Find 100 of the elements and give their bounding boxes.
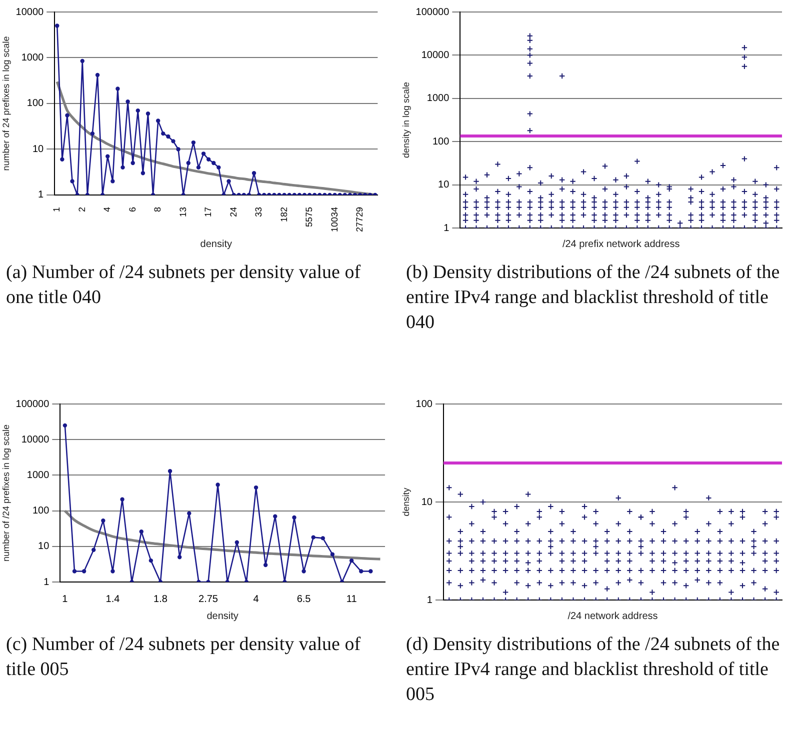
point: [491, 580, 498, 586]
point: [139, 530, 144, 534]
point: [615, 550, 622, 556]
point: [536, 580, 542, 586]
point: [615, 538, 622, 544]
point: [536, 514, 542, 520]
point: [548, 567, 554, 574]
point: [716, 550, 724, 556]
point: [525, 567, 532, 574]
point: [666, 212, 672, 218]
point: [623, 198, 630, 206]
point: [580, 191, 587, 198]
point: [672, 567, 678, 574]
point: [604, 586, 610, 592]
y-tick-label: 100: [26, 98, 44, 110]
point: [462, 217, 469, 224]
x-axis-title: /24 network address: [568, 610, 658, 622]
point: [694, 567, 700, 574]
point: [570, 217, 576, 224]
y-axis-title: density: [400, 487, 411, 516]
point: [739, 508, 746, 515]
point: [580, 204, 587, 210]
point: [728, 589, 734, 596]
point: [604, 550, 610, 556]
point: [688, 217, 694, 224]
point: [494, 212, 501, 218]
point: [649, 538, 656, 544]
point: [709, 212, 716, 218]
point: [602, 186, 608, 192]
point: [502, 508, 509, 515]
point: [698, 204, 705, 210]
point: [698, 174, 705, 180]
point: [762, 538, 768, 544]
point: [446, 514, 452, 520]
point: [672, 580, 678, 586]
point: [694, 558, 700, 564]
point: [526, 217, 533, 224]
point: [649, 520, 656, 527]
point: [728, 558, 734, 564]
point: [505, 217, 512, 224]
point: [604, 567, 610, 574]
point: [548, 538, 554, 544]
point: [591, 212, 598, 218]
point: [682, 558, 690, 564]
point: [558, 567, 566, 574]
y-tick-label: 100: [32, 506, 50, 517]
point: [148, 558, 154, 563]
point: [480, 538, 486, 544]
point: [514, 538, 520, 544]
point: [634, 217, 640, 224]
y-tick-label: 10: [38, 541, 50, 552]
point: [682, 508, 690, 515]
point: [480, 550, 486, 556]
point: [525, 520, 532, 527]
x-tick-label: 1: [62, 594, 68, 605]
point: [709, 191, 716, 198]
point: [752, 212, 758, 218]
point: [774, 186, 780, 192]
point: [462, 212, 469, 218]
point: [516, 184, 522, 190]
point: [468, 520, 475, 527]
point: [762, 558, 768, 564]
point: [548, 198, 554, 206]
point: [706, 567, 712, 574]
point: [548, 550, 554, 556]
point: [728, 520, 734, 527]
point: [468, 503, 475, 510]
point: [623, 184, 630, 190]
x-tick-label: 1.8: [154, 594, 168, 605]
point: [548, 212, 554, 218]
point: [536, 567, 542, 574]
point: [570, 198, 576, 206]
point: [216, 482, 220, 487]
point: [581, 538, 588, 544]
point: [548, 544, 554, 550]
x-tick-label: 11: [346, 594, 358, 605]
point: [538, 198, 544, 206]
point: [480, 567, 486, 574]
point: [502, 550, 509, 556]
point: [728, 567, 734, 574]
point: [110, 569, 115, 574]
point: [514, 550, 520, 556]
y-tick-label: 1000: [21, 52, 44, 64]
x-tick-label: 2: [76, 206, 87, 212]
point: [688, 186, 694, 192]
point: [570, 188, 576, 195]
x-axis-title: /24 prefix network address: [562, 238, 680, 250]
point: [774, 217, 780, 224]
point: [536, 550, 542, 556]
point: [762, 182, 770, 188]
point: [774, 212, 780, 218]
point: [480, 498, 486, 506]
point: [660, 567, 667, 574]
point: [626, 558, 633, 564]
point: [660, 528, 667, 535]
point: [525, 538, 532, 544]
point: [516, 212, 522, 218]
point: [502, 538, 509, 544]
x-tick-label: 1.4: [106, 594, 120, 605]
point: [602, 198, 608, 206]
